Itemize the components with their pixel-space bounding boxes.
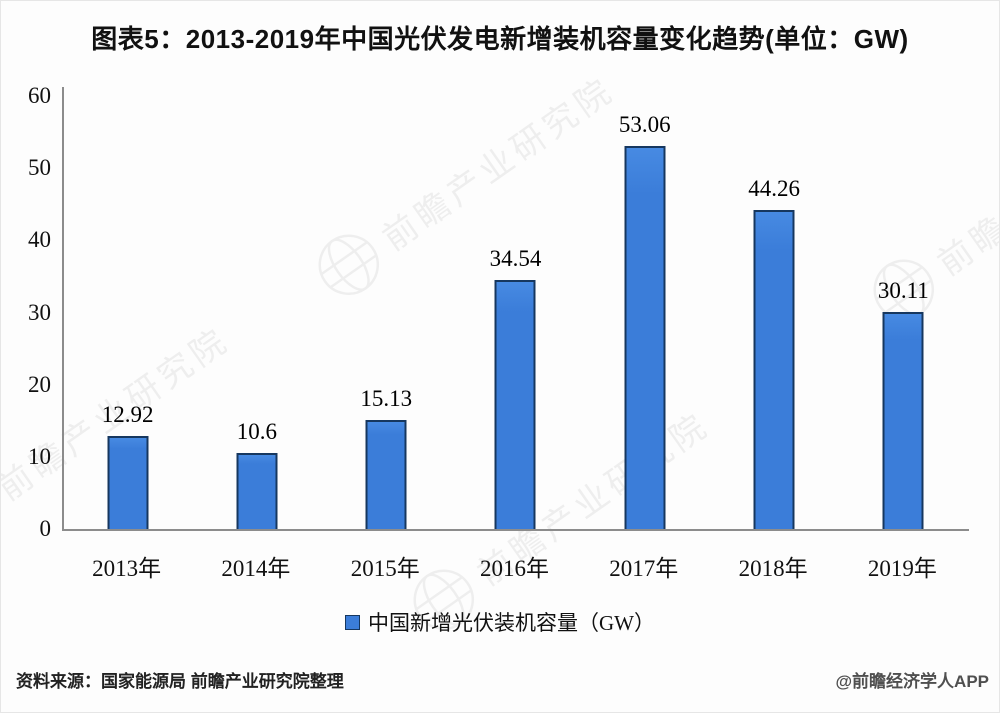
bar [624,146,666,529]
y-tick-label: 50 [28,155,51,181]
bar [236,452,278,529]
bar [753,209,795,529]
bar-column: 44.26 [709,87,838,529]
y-tick-label: 10 [28,443,51,469]
y-tick-label: 0 [39,516,52,541]
x-tick-label: 2015年 [350,556,420,581]
x-tick-label: 2017年 [609,556,679,581]
plot-area: 12.92 10.6 15.13 34.54 53.06 44.26 30.11 [62,87,969,531]
bar [882,311,924,529]
bar-column: 30.11 [839,87,968,529]
bar-column: 53.06 [580,87,709,529]
bar-value-label: 44.26 [748,175,800,201]
x-tick-label: 2014年 [221,556,291,581]
x-tick-label: 2018年 [738,556,808,581]
x-tick-label: 2016年 [479,556,549,581]
bar-column: 15.13 [322,87,451,529]
bar-value-label: 30.11 [877,277,929,303]
legend: 中国新增光伏装机容量（GW） [1,607,999,637]
bar-value-label: 10.6 [236,418,278,444]
y-tick-label: 40 [28,227,51,253]
bar [365,419,407,529]
credit-text: @前瞻经济学人APP [835,672,989,691]
bar-column: 34.54 [451,87,580,529]
bar-value-label: 34.54 [489,245,542,271]
bar [107,435,149,529]
chart-title: 图表5：2013-2019年中国光伏发电新增装机容量变化趋势(单位：GW) [91,24,909,54]
x-tick-label: 2019年 [867,556,937,581]
source-text: 资料来源：国家能源局 前瞻产业研究院整理 [16,672,344,691]
bar-value-label: 12.92 [101,401,154,427]
bar-column: 10.6 [192,87,321,529]
bar-column: 12.92 [63,87,192,529]
x-tick-label: 2013年 [92,556,162,581]
y-tick-label: 60 [28,83,51,108]
legend-label: 中国新增光伏装机容量（GW） [368,611,655,635]
bar-value-label: 53.06 [618,112,671,138]
legend-swatch-icon [345,614,360,630]
bar [494,279,536,529]
y-tick-label: 30 [28,299,51,325]
bar-value-label: 15.13 [360,385,413,411]
y-tick-label: 20 [28,371,51,397]
